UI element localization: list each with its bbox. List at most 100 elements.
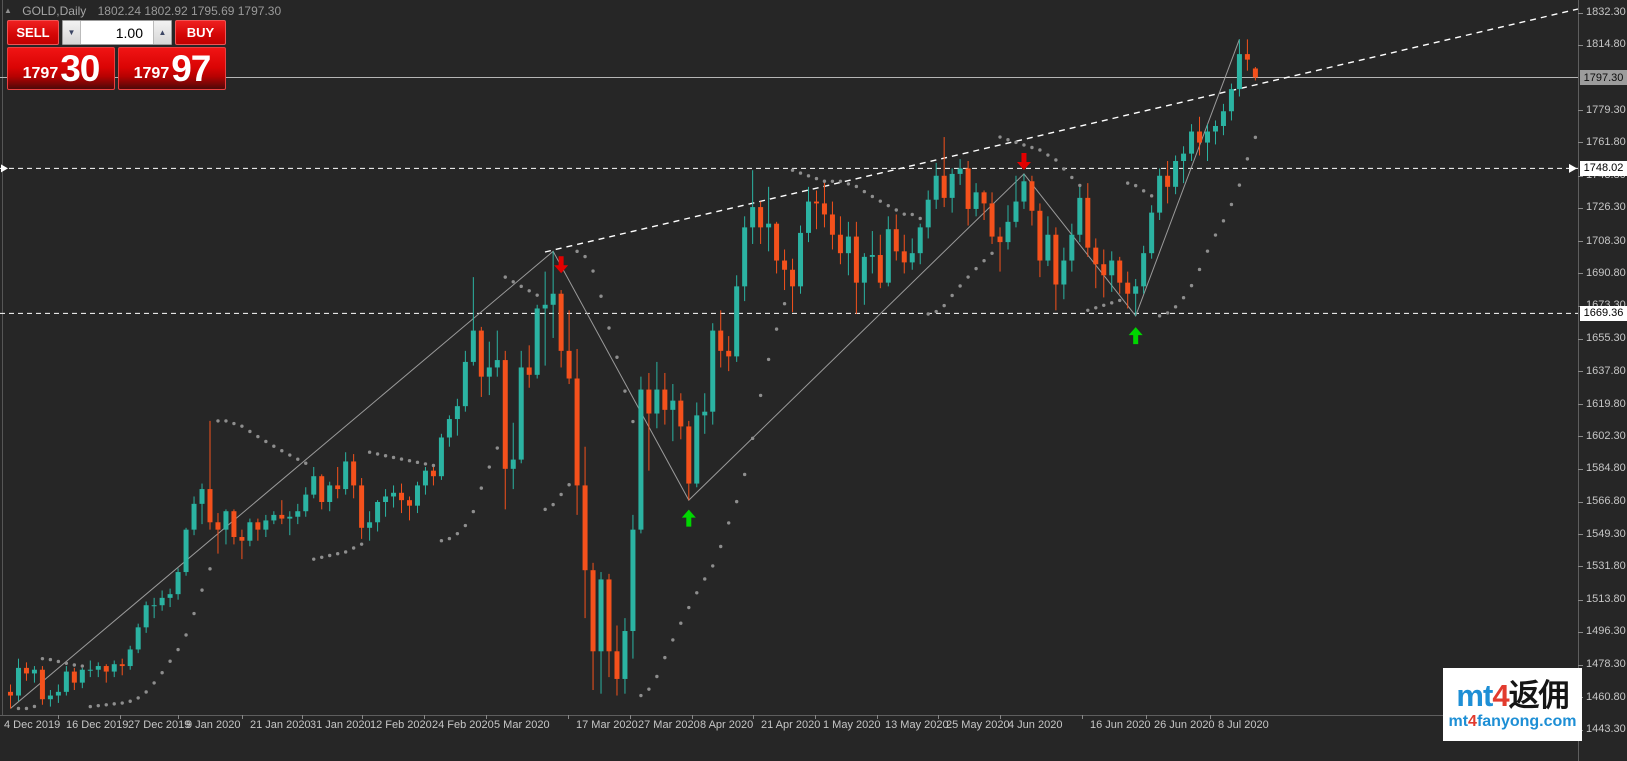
psar-dot <box>838 179 843 183</box>
price-tick <box>1578 468 1583 470</box>
psar-dot <box>144 690 148 694</box>
candle-body <box>223 511 229 530</box>
psar-dot <box>1070 175 1074 180</box>
psar-dot <box>495 446 499 450</box>
date-tick <box>486 715 487 719</box>
psar-dot <box>679 621 683 625</box>
psar-dot <box>335 552 340 556</box>
psar-dot <box>431 463 436 468</box>
psar-dot <box>1149 194 1154 198</box>
candle-body <box>622 631 628 679</box>
candle-body <box>750 207 756 228</box>
date-tick <box>1000 715 1001 719</box>
psar-dot <box>399 457 404 461</box>
level-right-arrow-icon <box>1569 163 1577 173</box>
psar-dot <box>551 502 555 507</box>
psar-dot <box>72 663 77 667</box>
candle-body <box>1037 210 1043 261</box>
psar-dot <box>128 699 132 703</box>
candle-body <box>1093 247 1099 265</box>
volume-spinner[interactable]: ▼ 1.00 ▲ <box>62 20 172 45</box>
candle-body <box>1013 201 1019 222</box>
psar-dot <box>1086 308 1090 313</box>
psar-dot <box>1165 311 1170 315</box>
psar-dots-indicator <box>16 135 1258 711</box>
buy-quote-button[interactable]: 1797 97 <box>118 47 226 90</box>
candle-body <box>470 330 476 362</box>
psar-dot <box>88 704 93 709</box>
collapse-panel-icon[interactable]: ▲ <box>4 6 12 15</box>
psar-dot <box>687 605 691 610</box>
candle-body <box>726 350 732 357</box>
candle-body <box>558 293 564 351</box>
price-axis-label: 1814.80 <box>1586 38 1626 51</box>
candle-body <box>494 360 500 368</box>
price-axis-label: 1513.80 <box>1586 593 1626 606</box>
candle-body <box>391 492 397 497</box>
price-axis-label: 1637.80 <box>1586 364 1626 377</box>
psar-dot <box>208 567 212 571</box>
volume-increase-icon[interactable]: ▲ <box>153 21 171 44</box>
date-tick <box>424 715 425 719</box>
candle-body <box>853 236 859 283</box>
date-axis-label: 5 Mar 2020 <box>494 719 550 731</box>
price-axis-label: 1602.30 <box>1586 429 1626 442</box>
volume-input[interactable]: 1.00 <box>81 21 153 44</box>
psar-dot <box>296 457 300 461</box>
psar-dot <box>104 703 108 707</box>
candle-body <box>782 260 788 270</box>
candle-body <box>550 293 556 305</box>
psar-dot <box>711 564 715 568</box>
candle-body <box>774 223 780 261</box>
candle-body <box>518 367 524 460</box>
candle-body <box>845 236 851 254</box>
date-axis-label: 21 Jan 2020 <box>250 719 311 731</box>
psar-dot <box>567 483 571 487</box>
buy-signal-arrow-icon <box>681 509 696 527</box>
date-tick <box>1146 715 1147 719</box>
candle-body <box>367 522 373 528</box>
price-tick <box>1578 534 1583 536</box>
candle-body <box>119 664 125 667</box>
zigzag-indicator-line <box>10 39 1240 709</box>
psar-dot <box>511 280 515 284</box>
candle-body <box>933 175 939 200</box>
candle-body <box>981 192 987 204</box>
price-tick <box>1578 631 1583 633</box>
candle-body <box>630 529 636 632</box>
watermark-url-text: mt4fanyong.com <box>1448 713 1576 730</box>
sell-button[interactable]: SELL <box>7 20 59 45</box>
candle-body <box>1212 125 1218 132</box>
candle-body <box>1205 131 1210 143</box>
candle-body <box>199 489 205 504</box>
candle-body <box>486 367 492 377</box>
volume-decrease-icon[interactable]: ▼ <box>63 21 81 44</box>
psar-dot <box>176 647 180 652</box>
candle-body <box>798 232 804 287</box>
candle-body <box>8 691 13 696</box>
sell-quote-button[interactable]: 1797 30 <box>7 47 115 90</box>
candle-body <box>1157 175 1163 213</box>
candle-body <box>534 308 540 375</box>
psar-dot <box>1030 145 1034 150</box>
broker-watermark: mt4返佣 mt4fanyong.com <box>1443 668 1582 741</box>
logo-segment: 返佣 <box>1508 677 1570 713</box>
date-tick <box>938 715 939 719</box>
psar-dot <box>312 557 316 561</box>
price-axis-label: 1478.30 <box>1586 658 1626 671</box>
candle-body <box>702 411 708 416</box>
psar-dot <box>1205 249 1210 253</box>
psar-dot <box>918 216 922 221</box>
candle-body <box>1133 286 1139 294</box>
psar-dot <box>774 327 779 331</box>
candle-body <box>95 666 101 670</box>
sell-price-big: 30 <box>60 48 100 89</box>
candle-body <box>375 502 381 523</box>
candle-body <box>454 406 460 420</box>
chart-title: ▲ GOLD,Daily 1802.24 1802.92 1795.69 179… <box>4 4 281 20</box>
buy-button[interactable]: BUY <box>175 20 226 45</box>
psar-dot <box>599 294 603 298</box>
candle-body <box>1141 253 1147 287</box>
candle-body <box>606 579 612 652</box>
